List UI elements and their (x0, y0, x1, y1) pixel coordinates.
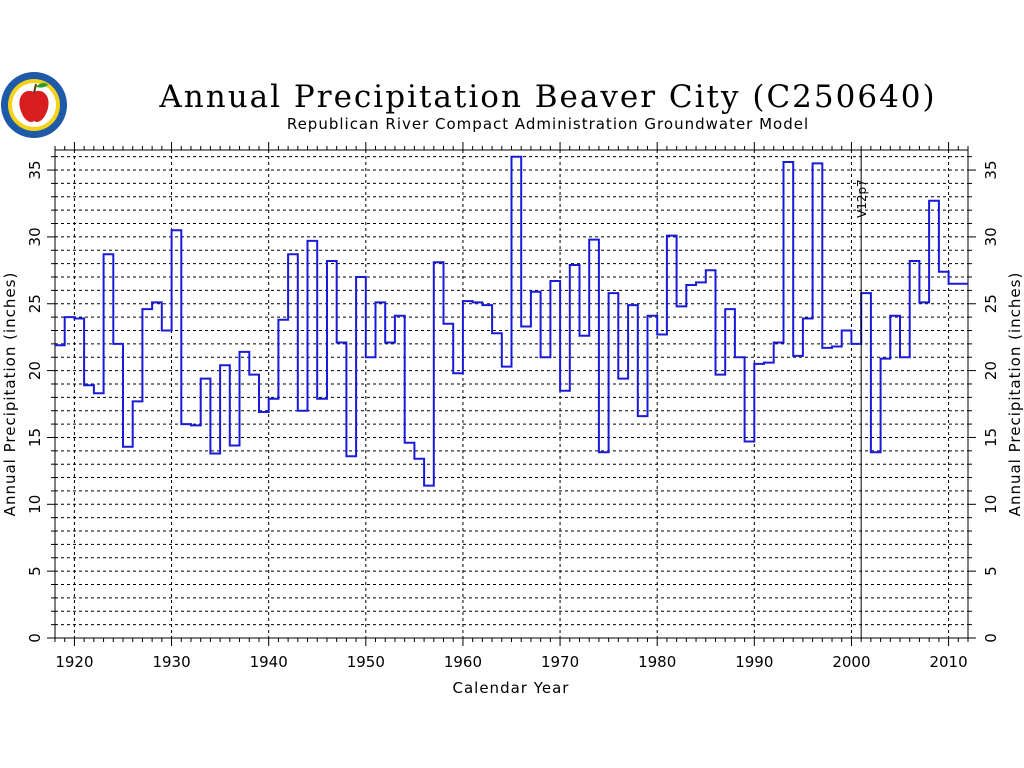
y-tick-label-right: 20 (982, 361, 1000, 380)
y-tick-label-left: 20 (26, 361, 44, 380)
y-tick-label-left: 25 (26, 294, 44, 313)
y-tick-label-right: 25 (982, 294, 1000, 313)
x-tick-label: 1940 (250, 653, 288, 671)
y-tick-label-right: 0 (982, 633, 1000, 643)
y-tick-label-right: 35 (982, 161, 1000, 180)
y-axis-label-left: Annual Precipitation (inches) (1, 272, 19, 517)
y-tick-label-left: 15 (26, 428, 44, 447)
x-tick-label: 1960 (444, 653, 482, 671)
seal-logo (1, 72, 67, 138)
y-tick-label-left: 30 (26, 227, 44, 246)
x-tick-label: 2000 (832, 653, 870, 671)
x-tick-label: 1920 (55, 653, 93, 671)
x-tick-label: 1980 (638, 653, 676, 671)
y-tick-label-left: 0 (26, 633, 44, 643)
x-tick-label: 1930 (152, 653, 190, 671)
axis-ticks (47, 142, 976, 646)
precipitation-series-line (55, 155, 968, 487)
y-tick-label-left: 10 (26, 495, 44, 514)
x-tick-label: 2010 (929, 653, 967, 671)
y-axis-label-right: Annual Precipitation (inches) (1006, 272, 1024, 517)
annotation-label: V12p7 (855, 179, 869, 218)
y-tick-label-left: 5 (26, 566, 44, 576)
x-tick-label: 1990 (735, 653, 773, 671)
y-tick-labels-right: 0 5 10 15 20 25 30 35 (982, 161, 1000, 643)
y-tick-label-right: 10 (982, 495, 1000, 514)
x-axis-label: Calendar Year (453, 679, 570, 697)
x-tick-label: 1970 (541, 653, 579, 671)
chart-title: Annual Precipitation Beaver City (C25064… (158, 79, 936, 115)
y-tick-label-left: 35 (26, 161, 44, 180)
x-tick-label: 1950 (347, 653, 385, 671)
chart-subtitle: Republican River Compact Administration … (287, 115, 809, 133)
y-tick-label-right: 30 (982, 227, 1000, 246)
y-tick-label-right: 5 (982, 566, 1000, 576)
y-tick-labels-left: 0 5 10 15 20 25 30 35 (26, 161, 44, 643)
y-tick-label-right: 15 (982, 428, 1000, 447)
x-tick-labels: 1920 1930 1940 1950 1960 1970 1980 1990 2000 2010 (55, 653, 967, 671)
